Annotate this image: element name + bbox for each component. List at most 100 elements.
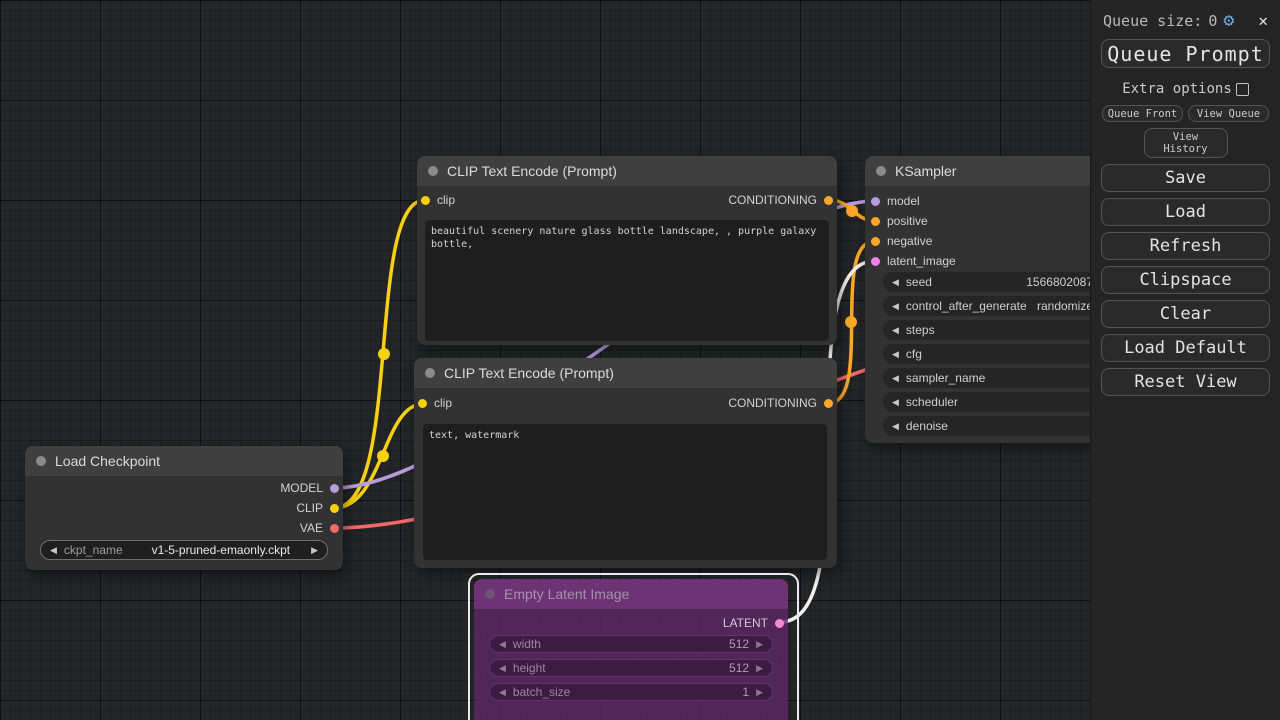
input-clip[interactable]: clip	[418, 393, 452, 413]
widget-control-after-generate[interactable]: ◀ control_after_generate randomize	[883, 296, 1102, 316]
widget-label: control_after_generate	[905, 299, 1027, 313]
increment-arrow-icon[interactable]: ▶	[756, 686, 763, 697]
port-label: CONDITIONING	[728, 396, 817, 410]
node-title-bar[interactable]: Empty Latent Image	[474, 579, 788, 610]
widget-batch-size[interactable]: ◀ batch_size 1 ▶	[489, 683, 773, 701]
decrement-arrow-icon[interactable]: ◀	[892, 372, 899, 383]
prompt-textarea-positive[interactable]: beautiful scenery nature glass bottle la…	[425, 220, 829, 341]
decrement-arrow-icon[interactable]: ◀	[499, 686, 506, 697]
widget-sampler-name[interactable]: ◀ sampler_name	[883, 368, 1102, 388]
output-conditioning[interactable]: CONDITIONING	[728, 190, 833, 210]
decrement-arrow-icon[interactable]: ◀	[892, 276, 899, 287]
port-dot-conditioning[interactable]	[824, 195, 833, 205]
prompt-textarea-negative[interactable]: text, watermark	[423, 424, 827, 560]
extra-options-checkbox[interactable]	[1235, 82, 1249, 96]
decrement-arrow-icon[interactable]: ◀	[892, 300, 899, 311]
port-dot-model[interactable]	[330, 483, 339, 493]
widget-cfg[interactable]: ◀ cfg	[883, 344, 1102, 364]
close-icon[interactable]: ✕	[1258, 11, 1268, 30]
widget-label: sampler_name	[905, 371, 986, 385]
load-default-button[interactable]: Load Default	[1101, 334, 1270, 362]
input-clip[interactable]: clip	[421, 190, 455, 210]
port-dot-conditioning[interactable]	[824, 398, 833, 408]
view-history-line2: History	[1163, 143, 1208, 155]
node-title-bar[interactable]: CLIP Text Encode (Prompt)	[417, 156, 837, 187]
port-label: clip	[437, 193, 456, 207]
node-ksampler[interactable]: KSampler model positive negative latent_…	[865, 156, 1120, 443]
widget-height[interactable]: ◀ height 512 ▶	[489, 659, 773, 677]
port-dot-clip[interactable]	[418, 398, 427, 408]
widget-label: denoise	[905, 419, 948, 433]
node-title-bar[interactable]: CLIP Text Encode (Prompt)	[414, 358, 837, 389]
node-load-checkpoint[interactable]: Load Checkpoint MODEL CLIP VAE ◀ ckpt_na…	[25, 446, 343, 570]
reset-view-button[interactable]: Reset View	[1101, 368, 1270, 396]
selection-outline	[468, 573, 799, 720]
increment-arrow-icon[interactable]: ▶	[756, 638, 763, 649]
load-button[interactable]: Load	[1101, 198, 1270, 226]
prev-option-arrow-icon[interactable]: ◀	[50, 544, 57, 555]
queue-size-row: Queue size: 0 ⚙ ✕	[1103, 11, 1268, 30]
port-dot-clip[interactable]	[421, 195, 430, 205]
view-queue-button[interactable]: View Queue	[1188, 105, 1269, 122]
output-model[interactable]: MODEL	[280, 478, 339, 498]
queue-size-value: 0	[1208, 11, 1218, 30]
decrement-arrow-icon[interactable]: ◀	[892, 420, 899, 431]
refresh-button[interactable]: Refresh	[1101, 232, 1270, 260]
port-dot-vae[interactable]	[330, 523, 339, 533]
node-title-bar[interactable]: Load Checkpoint	[25, 446, 343, 477]
output-clip[interactable]: CLIP	[296, 498, 339, 518]
input-model[interactable]: model	[871, 191, 920, 211]
clear-button[interactable]: Clear	[1101, 300, 1270, 328]
widget-label: width	[512, 637, 541, 651]
input-negative[interactable]: negative	[871, 231, 932, 251]
widget-steps[interactable]: ◀ steps	[883, 320, 1102, 340]
input-latent-image[interactable]: latent_image	[871, 251, 956, 271]
clipspace-button[interactable]: Clipspace	[1101, 266, 1270, 294]
output-latent[interactable]: LATENT	[723, 613, 784, 633]
port-dot-latent-image[interactable]	[871, 256, 880, 266]
widget-seed[interactable]: ◀ seed 1566802087	[883, 272, 1102, 292]
node-clip-text-encode-positive[interactable]: CLIP Text Encode (Prompt) clip CONDITION…	[417, 156, 837, 345]
queue-prompt-button[interactable]: Queue Prompt	[1101, 39, 1270, 68]
node-empty-latent-image[interactable]: Empty Latent Image LATENT ◀ width 512 ▶ …	[474, 579, 788, 720]
collapse-dot-icon[interactable]	[876, 166, 886, 176]
link-dot	[846, 205, 858, 217]
decrement-arrow-icon[interactable]: ◀	[499, 638, 506, 649]
save-button[interactable]: Save	[1101, 164, 1270, 192]
widget-value: 512	[729, 637, 750, 651]
decrement-arrow-icon[interactable]: ◀	[892, 348, 899, 359]
input-positive[interactable]: positive	[871, 211, 928, 231]
decrement-arrow-icon[interactable]: ◀	[892, 396, 899, 407]
port-dot-clip[interactable]	[330, 503, 339, 513]
view-history-button[interactable]: View History	[1143, 128, 1228, 158]
view-history-line1: View	[1172, 131, 1199, 143]
port-label: CLIP	[296, 501, 323, 515]
increment-arrow-icon[interactable]: ▶	[756, 662, 763, 673]
port-dot-negative[interactable]	[871, 236, 880, 246]
output-conditioning[interactable]: CONDITIONING	[728, 393, 833, 413]
widget-scheduler[interactable]: ◀ scheduler	[883, 392, 1102, 412]
collapse-dot-icon[interactable]	[428, 166, 438, 176]
collapse-dot-icon[interactable]	[425, 368, 435, 378]
widget-ckpt-name[interactable]: ◀ ckpt_name v1-5-pruned-emaonly.ckpt ▶	[40, 540, 328, 560]
widget-label: ckpt_name	[63, 543, 123, 557]
port-dot-model[interactable]	[871, 196, 880, 206]
decrement-arrow-icon[interactable]: ◀	[499, 662, 506, 673]
settings-gear-icon[interactable]: ⚙	[1223, 9, 1235, 31]
collapse-dot-icon[interactable]	[485, 589, 495, 599]
node-title: Empty Latent Image	[504, 586, 630, 602]
collapse-dot-icon[interactable]	[36, 456, 46, 466]
decrement-arrow-icon[interactable]: ◀	[892, 324, 899, 335]
node-title-bar[interactable]: KSampler	[865, 156, 1120, 187]
port-dot-latent[interactable]	[775, 618, 784, 628]
widget-denoise[interactable]: ◀ denoise	[883, 416, 1102, 436]
link-dot	[378, 348, 390, 360]
queue-front-button[interactable]: Queue Front	[1102, 105, 1183, 122]
node-clip-text-encode-negative[interactable]: CLIP Text Encode (Prompt) clip CONDITION…	[414, 358, 837, 568]
widget-width[interactable]: ◀ width 512 ▶	[489, 635, 773, 653]
port-dot-positive[interactable]	[871, 216, 880, 226]
next-option-arrow-icon[interactable]: ▶	[311, 544, 318, 555]
output-vae[interactable]: VAE	[300, 518, 339, 538]
link-dot	[377, 450, 389, 462]
